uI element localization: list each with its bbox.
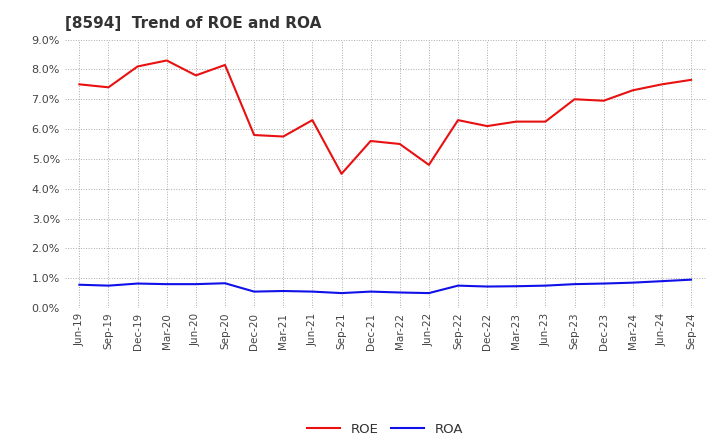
ROE — [570, 97, 579, 102]
ROE — [541, 119, 550, 124]
ROE — [163, 58, 171, 63]
ROA — [250, 289, 258, 294]
ROA — [599, 281, 608, 286]
ROA — [279, 288, 287, 293]
ROE — [133, 64, 142, 69]
ROA — [308, 289, 317, 294]
Text: [8594]  Trend of ROE and ROA: [8594] Trend of ROE and ROA — [65, 16, 321, 32]
ROA — [75, 282, 84, 287]
ROE — [629, 88, 637, 93]
ROE — [512, 119, 521, 124]
ROE — [104, 84, 113, 90]
ROE — [599, 98, 608, 103]
ROE — [337, 171, 346, 176]
ROA — [220, 281, 229, 286]
ROE — [657, 82, 666, 87]
Line: ROE: ROE — [79, 60, 691, 174]
ROE — [279, 134, 287, 139]
ROA — [541, 283, 550, 288]
ROE — [366, 138, 375, 143]
ROA — [657, 279, 666, 284]
ROE — [395, 141, 404, 147]
ROE — [425, 162, 433, 168]
ROA — [454, 283, 462, 288]
ROA — [570, 282, 579, 287]
ROE — [308, 117, 317, 123]
ROE — [454, 117, 462, 123]
ROE — [192, 73, 200, 78]
ROA — [687, 277, 696, 282]
ROA — [512, 284, 521, 289]
ROA — [133, 281, 142, 286]
ROA — [192, 282, 200, 287]
ROA — [425, 290, 433, 296]
Line: ROA: ROA — [79, 280, 691, 293]
Legend: ROE, ROA: ROE, ROA — [302, 418, 469, 440]
ROE — [75, 82, 84, 87]
ROA — [483, 284, 492, 289]
ROA — [629, 280, 637, 285]
ROA — [337, 290, 346, 296]
ROE — [483, 124, 492, 129]
ROA — [395, 290, 404, 295]
ROE — [220, 62, 229, 68]
ROA — [366, 289, 375, 294]
ROE — [687, 77, 696, 82]
ROE — [250, 132, 258, 138]
ROA — [104, 283, 113, 288]
ROA — [163, 282, 171, 287]
